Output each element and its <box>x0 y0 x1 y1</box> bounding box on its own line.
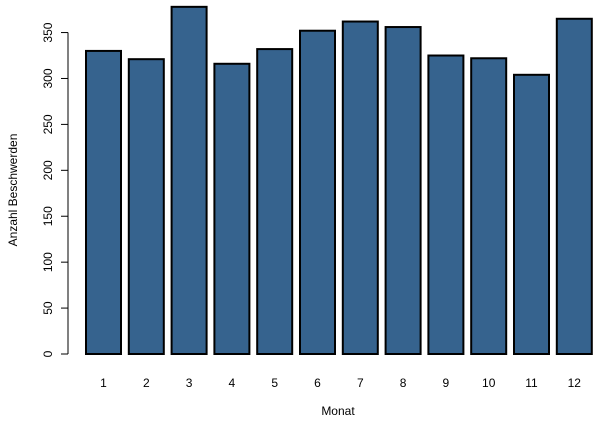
y-tick-label: 250 <box>41 114 55 134</box>
y-tick-label: 50 <box>41 301 55 315</box>
y-axis-label: Anzahl Beschwerden <box>6 134 20 247</box>
bar-month-12 <box>555 17 593 356</box>
x-tick-label: 7 <box>357 376 364 390</box>
bar-month-2 <box>127 58 165 356</box>
x-tick-label: 1 <box>100 376 107 390</box>
bar-month-7 <box>341 20 379 355</box>
bar-month-5 <box>256 48 294 356</box>
x-axis-label: Monat <box>321 404 355 418</box>
y-tick-label: 150 <box>41 206 55 226</box>
x-tick-label: 5 <box>271 376 278 390</box>
x-tick-label: 8 <box>400 376 407 390</box>
bar-month-6 <box>299 29 336 355</box>
bar-month-8 <box>384 26 422 355</box>
x-tick-label: 3 <box>186 376 193 390</box>
y-tick-label: 100 <box>41 252 55 272</box>
y-tick-label: 350 <box>41 22 55 42</box>
x-tick-label: 12 <box>568 376 582 390</box>
x-tick-label: 2 <box>143 376 150 390</box>
y-tick-label: 200 <box>41 160 55 180</box>
bar-month-9 <box>427 54 465 356</box>
bar-month-3 <box>170 5 208 355</box>
bar-month-4 <box>213 62 251 355</box>
bar-month-10 <box>470 57 508 355</box>
x-tick-label: 10 <box>482 376 496 390</box>
bars <box>85 5 593 356</box>
x-tick-label: 11 <box>525 376 538 390</box>
x-tick-label: 9 <box>443 376 450 390</box>
x-tick-labels: 1 2 3 4 5 6 7 8 9 10 11 12 <box>100 376 581 390</box>
y-axis: 0 50 100 150 200 250 300 350 <box>41 22 69 357</box>
x-tick-label: 6 <box>314 376 321 390</box>
bar-month-1 <box>85 49 122 355</box>
x-tick-label: 4 <box>229 376 236 390</box>
y-tick-label: 0 <box>41 350 55 357</box>
bar-month-11 <box>513 73 550 356</box>
y-tick-label: 300 <box>41 68 55 88</box>
